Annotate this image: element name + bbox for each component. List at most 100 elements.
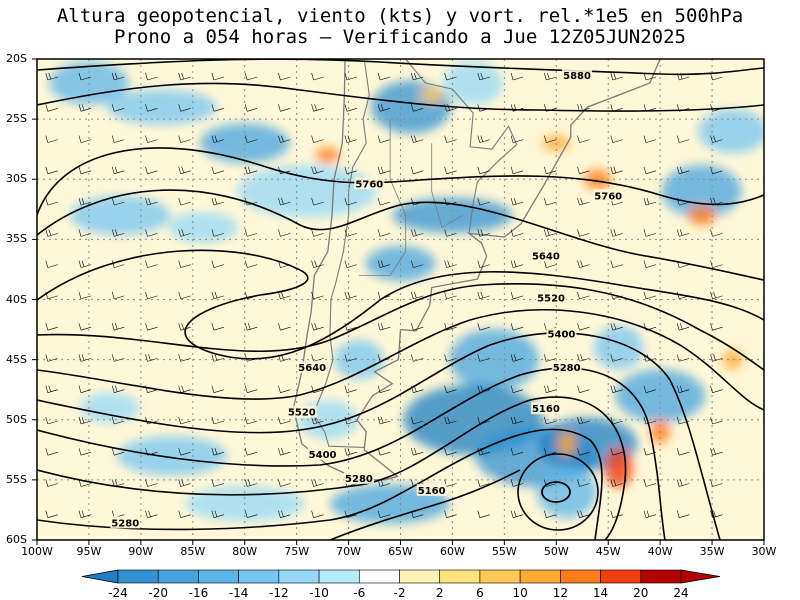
colorbar-segment [439,569,481,584]
wind-barb [145,72,158,81]
border-paraguay-uruguay [405,59,518,234]
vort-blob [106,89,217,125]
vort-blob-warm [687,205,716,226]
wind-barb [544,385,557,393]
wind-barb [676,510,690,518]
wind-barb [676,72,690,81]
lon-label: 100W [21,545,53,558]
wind-barb [111,72,125,81]
contour-label: 5880 [563,71,591,82]
wind-barb [710,104,723,112]
wind-barb [643,510,657,518]
wind-barb [211,166,224,175]
height-contour [37,428,603,540]
wind-barb [676,135,690,143]
wind-barb [78,260,92,268]
wind-barb [411,448,424,456]
contour-label-bg [593,189,624,202]
wind-barb [610,354,623,362]
wind-barb [278,104,291,112]
vort-blob [443,61,504,106]
wind-barb [145,135,158,143]
wind-barb [377,135,391,143]
colorbar-label: 6 [476,586,484,600]
wind-barb [178,229,191,237]
wind-barb [45,198,58,206]
wind-barb [244,510,258,518]
wind-barb [577,104,590,112]
lon-label: 35W [699,545,725,558]
wind-barb [45,166,58,175]
wind-barb [244,229,258,237]
wind-barb [344,198,357,206]
wind-barb [278,416,291,425]
vort-blob [593,325,644,370]
wind-barb [477,104,490,112]
wind-barb [344,354,357,362]
wind-barb [178,416,191,425]
low-center-contour [541,481,571,503]
wind-barb [78,104,92,112]
lon-label: 55W [491,545,517,558]
wind-barb [610,260,623,268]
lon-label: 50W [543,545,569,558]
wind-barb [477,385,490,393]
wind-barb [311,291,324,300]
wind-barb [278,260,291,268]
colorbar-segment [117,569,159,584]
wind-barb [45,385,58,393]
colorbar-label: 2 [435,586,444,600]
contour-label-bg [343,471,374,484]
height-contour [37,309,764,411]
wind-barb [211,198,224,206]
contour-label: 5160 [532,404,560,415]
wind-barb [676,448,690,456]
wind-barb [577,479,590,487]
wind-barb [311,510,324,518]
lat-label: 60S [6,533,27,546]
wind-barb [710,416,723,425]
contour-label-bg [530,402,561,415]
colorbar-segment [157,569,199,584]
wind-barb [178,104,191,112]
wind-barb [145,479,158,487]
wind-barb [676,166,690,175]
wind-barb [178,385,191,393]
wind-barb [111,229,125,237]
wind-barb [477,354,490,362]
wind-barb [278,198,291,206]
chart-title-line2: Prono a 054 horas — Verificando a Jue 12… [114,26,686,48]
wind-barb [211,416,224,425]
wind-barb [510,510,524,518]
colorbar-label: -10 [309,586,329,600]
lat-label: 30S [6,172,27,186]
contour-label: 5520 [288,408,316,419]
wind-barb [710,510,723,518]
wind-barb [643,260,657,268]
wind-barb [278,479,291,487]
lon-label: 30W [751,545,777,558]
colorbar-label: 10 [512,586,528,600]
colorbar-segment [560,569,601,584]
axis-ticks [32,58,765,545]
wind-barb [311,354,324,362]
colorbar-label: -6 [353,586,366,600]
vort-blob-warm [419,87,444,104]
wind-barb [444,510,457,518]
wind-barb [344,323,357,331]
coastlines-and-borders [292,59,661,481]
contour-labels: 5880 5760 5760 5640 5640 5520 5520 5400 5400 5280… [110,69,624,529]
wind-barb [211,104,224,112]
wind-barb [544,510,557,518]
wind-barb [278,291,291,300]
colorbar-label: -14 [228,586,249,600]
wind-barb [78,448,92,456]
wind-barb [544,135,557,143]
height-contour [37,283,764,371]
colorbar-arrow-high [680,569,721,584]
wind-barb [178,479,191,487]
wind-barb [111,323,125,331]
wind-barb [610,385,623,393]
lat-label: 50S [6,412,27,426]
wind-barb [477,198,490,206]
